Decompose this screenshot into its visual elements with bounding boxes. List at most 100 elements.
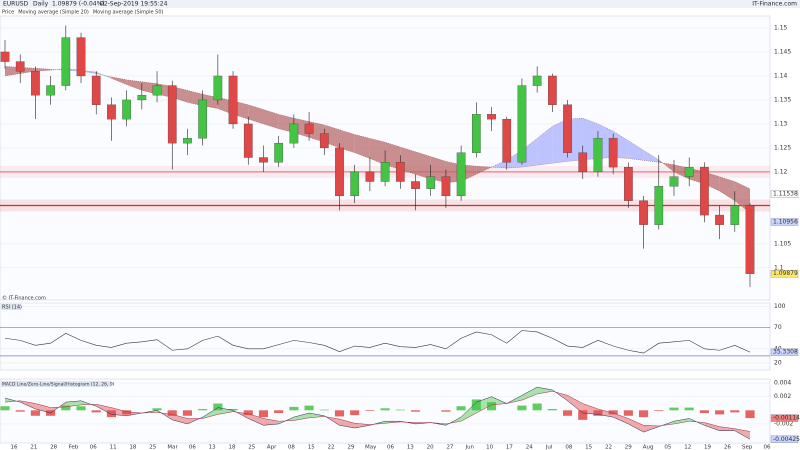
x-tick-label: Sep xyxy=(742,445,753,450)
histogram-bar xyxy=(182,410,193,416)
macd-ribbon xyxy=(537,387,553,394)
histogram-bar xyxy=(547,408,557,411)
y-tick-label: 1.105 xyxy=(774,240,791,247)
histogram-bar xyxy=(471,399,481,411)
symbol: EURUSD xyxy=(3,1,29,8)
candle-body xyxy=(411,181,420,189)
histogram-bar xyxy=(639,410,649,418)
x-tick-label: 29 xyxy=(625,445,632,450)
macd-ribbon xyxy=(81,400,97,407)
price-tag xyxy=(770,269,799,278)
x-tick-label: 22 xyxy=(605,445,612,450)
candle-body xyxy=(380,162,390,182)
x-tick-label: 13 xyxy=(209,445,216,450)
histogram-bar xyxy=(623,410,633,416)
candle-body xyxy=(259,157,268,163)
histogram-bar xyxy=(745,410,755,419)
y-tick-label: 1.1 xyxy=(774,264,784,271)
x-tick-label: 08 xyxy=(288,445,295,450)
y-tick-label: 20 xyxy=(774,359,782,366)
candle-body xyxy=(274,142,284,163)
histogram-bar xyxy=(106,410,116,418)
x-tick-label: 13 xyxy=(407,445,414,450)
candle-body xyxy=(654,186,664,225)
panel-label-box xyxy=(1,381,111,387)
candle-body xyxy=(669,176,679,187)
candle-body xyxy=(441,176,451,197)
ma-band xyxy=(643,150,659,163)
rsi-line xyxy=(4,330,751,354)
candle-body xyxy=(243,123,253,158)
x-tick-label: 20 xyxy=(427,445,434,450)
price-tag-label: 1.10956 xyxy=(773,218,798,225)
x-tick-label: 11 xyxy=(110,445,117,450)
candle-body xyxy=(122,99,131,120)
histogram-bar xyxy=(334,410,345,417)
macd-ribbon xyxy=(369,421,386,426)
y-tick-label: 1.125 xyxy=(774,144,791,151)
legend-item: Price xyxy=(2,10,14,16)
ma-band xyxy=(537,126,553,166)
y-tick-label: 70 xyxy=(774,324,782,331)
candle-body xyxy=(152,85,162,96)
price-tag-label: 1.09879 xyxy=(773,270,798,277)
candle-body xyxy=(684,166,694,177)
x-tick-label: 08 xyxy=(565,445,572,450)
candle-body xyxy=(593,138,603,173)
candle-body xyxy=(304,123,314,134)
y-tick-label: 100 xyxy=(774,303,786,310)
candle-body xyxy=(563,104,572,153)
histogram-bar xyxy=(319,409,329,411)
legend-link: Moving average (Simple 20) xyxy=(18,10,89,16)
x-tick-label: 19 xyxy=(704,445,711,450)
x-tick-label: 18 xyxy=(228,445,235,450)
candle-body xyxy=(745,205,755,274)
period: Daily xyxy=(33,1,49,8)
candle-body xyxy=(319,133,329,149)
ma-band xyxy=(354,134,370,159)
x-tick-label: 28 xyxy=(50,445,57,450)
price-tag-label: 35.3308 xyxy=(773,349,798,356)
rsi-panel xyxy=(0,302,771,371)
candle-body xyxy=(715,214,724,225)
x-tick-label: 16 xyxy=(11,445,18,450)
candle-body xyxy=(76,37,86,77)
histogram-bar xyxy=(684,407,694,411)
x-tick-label: 15 xyxy=(308,445,315,450)
ma-band xyxy=(719,176,735,201)
macd-ribbon xyxy=(719,426,735,431)
histogram-bar xyxy=(274,410,284,414)
quote: 1.09879 (-0.04%) xyxy=(52,1,105,8)
candle-body xyxy=(46,85,55,96)
macd-ribbon xyxy=(20,400,36,409)
x-tick-label: Feb xyxy=(69,445,79,450)
legend: Price Moving average (Simple 20) Moving av… xyxy=(2,10,164,16)
macd-ribbon xyxy=(567,395,583,414)
ma-band xyxy=(263,109,279,129)
candle-body xyxy=(167,85,177,144)
histogram-bar xyxy=(380,408,390,411)
ma-band xyxy=(430,156,446,183)
ma-band xyxy=(339,129,355,153)
candle-body xyxy=(639,200,648,225)
histogram-bar xyxy=(258,410,269,418)
x-tick-label: 21 xyxy=(30,445,37,450)
ma-band xyxy=(628,140,644,161)
candle-body xyxy=(183,138,192,144)
histogram-bar xyxy=(15,410,25,412)
histogram-bar xyxy=(593,410,603,416)
x-tick-label: 22 xyxy=(328,445,335,450)
ma-band xyxy=(126,79,142,91)
signal-line xyxy=(4,390,751,432)
macd-ribbon xyxy=(673,418,690,424)
x-tick-label: 06 xyxy=(764,445,771,450)
histogram-bar xyxy=(456,406,466,411)
ma-band xyxy=(369,138,386,165)
x-tick-label: 17 xyxy=(506,445,513,450)
histogram-bar xyxy=(0,406,10,411)
x-tick-label: 25 xyxy=(149,445,156,450)
candle-body xyxy=(198,99,207,139)
candle-body xyxy=(456,152,466,197)
x-tick-label: 26 xyxy=(724,445,731,450)
x-tick-label: 29 xyxy=(347,445,354,450)
